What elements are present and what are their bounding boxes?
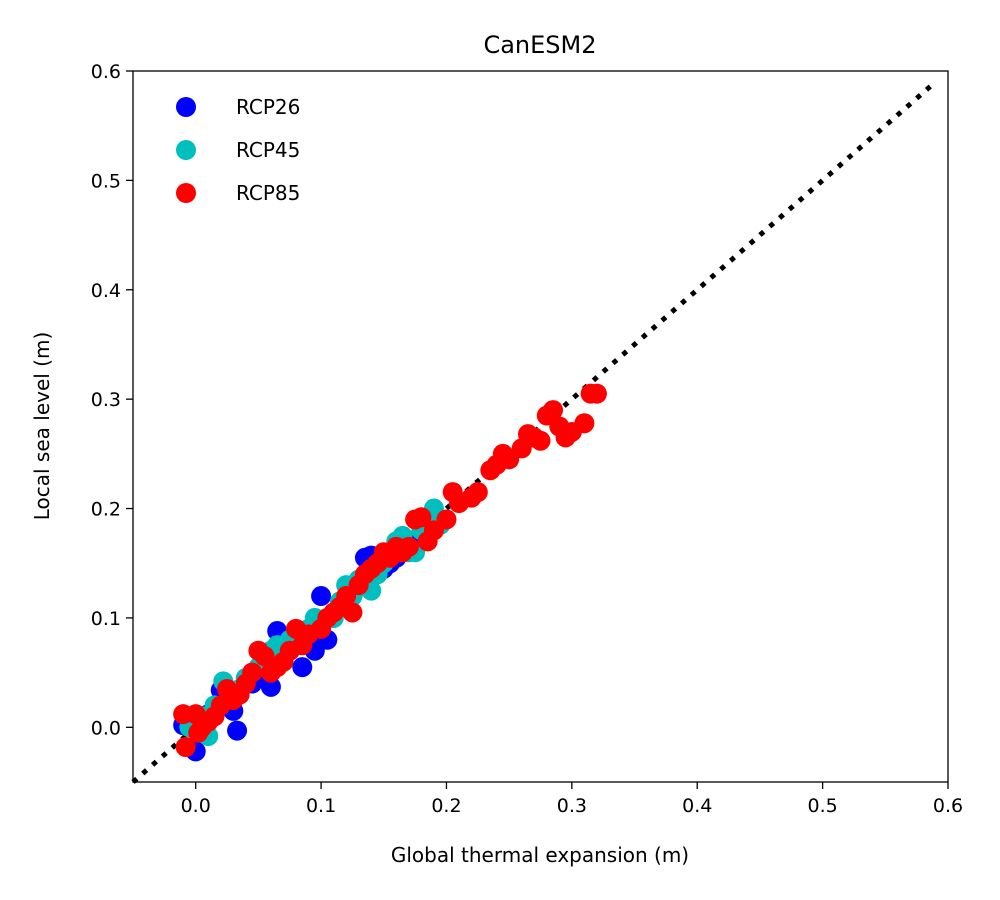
data-point (342, 602, 363, 623)
y-axis: 0.0 0.1 0.2 0.3 0.4 0.5 0.6 (91, 61, 133, 739)
legend-marker-rcp26 (176, 97, 196, 117)
plot-frame (132, 70, 949, 783)
y-tick-label: 0.0 (91, 717, 121, 739)
y-tick-label: 0.5 (91, 170, 121, 192)
series-rcp85 (173, 383, 607, 757)
data-point (530, 430, 551, 451)
legend-label-rcp26: RCP26 (236, 95, 300, 119)
y-tick-label: 0.3 (91, 389, 121, 411)
x-tick-label: 0.5 (808, 795, 838, 817)
x-tick-label: 0.1 (306, 795, 336, 817)
legend-marker-rcp85 (176, 183, 196, 203)
data-point (398, 536, 419, 557)
y-tick-label: 0.6 (91, 61, 121, 83)
data-point (260, 676, 281, 697)
data-point (586, 383, 607, 404)
y-axis-label: Local sea level (m) (30, 332, 54, 521)
points-layer (173, 383, 607, 762)
data-point (467, 482, 488, 503)
data-point (175, 736, 196, 757)
data-point (411, 507, 432, 528)
reference-line-layer (131, 80, 938, 784)
legend: RCP26 RCP45 RCP85 (176, 95, 300, 205)
data-point (227, 720, 248, 741)
data-point (292, 657, 313, 678)
data-point (543, 400, 564, 421)
data-point (242, 662, 263, 683)
y-tick-label: 0.4 (91, 280, 121, 302)
x-tick-label: 0.2 (431, 795, 461, 817)
x-axis-label: Global thermal expansion (m) (391, 843, 689, 867)
legend-label-rcp45: RCP45 (236, 138, 300, 162)
y-tick-label: 0.2 (91, 499, 121, 521)
x-tick-label: 0.0 (181, 795, 211, 817)
data-point (311, 586, 332, 607)
x-tick-label: 0.4 (682, 795, 712, 817)
data-point (574, 413, 595, 434)
legend-marker-rcp45 (176, 140, 196, 160)
one-to-one-reference-line (131, 80, 938, 784)
y-tick-label: 0.1 (91, 608, 121, 630)
data-point (436, 509, 457, 530)
legend-label-rcp85: RCP85 (236, 181, 300, 205)
x-tick-label: 0.6 (933, 795, 963, 817)
x-axis: 0.0 0.1 0.2 0.3 0.4 0.5 0.6 (181, 782, 963, 817)
chart-title: CanESM2 (483, 31, 596, 59)
x-tick-label: 0.3 (557, 795, 587, 817)
